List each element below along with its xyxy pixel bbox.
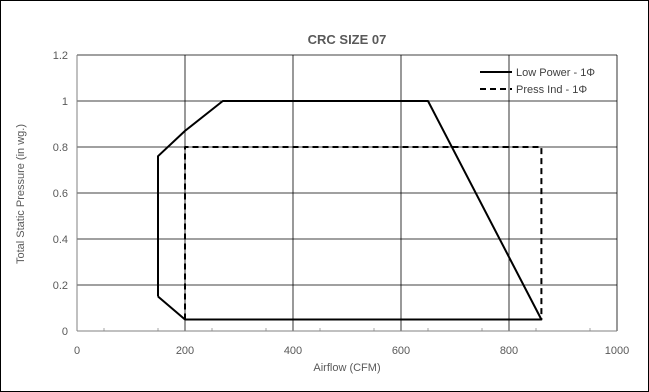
y-tick-label: 0.6 [53, 188, 68, 200]
y-tick-label: 0.2 [53, 280, 68, 292]
plot-area: 0 200 400 600 800 1000 0 0.2 0.4 0.6 0.8 1 1.2 [53, 50, 630, 357]
y-tick-label: 1.2 [53, 50, 68, 62]
y-tick-label: 1 [62, 96, 68, 108]
legend: Low Power - 1Φ Press Ind - 1Φ [480, 67, 595, 96]
x-tick-label: 0 [74, 345, 80, 357]
y-tick-label: 0 [62, 326, 68, 338]
series-line-2 [184, 146, 543, 321]
x-tick-label: 1000 [605, 345, 629, 357]
legend-label: Press Ind - 1Φ [516, 84, 587, 96]
y-axis-title: Total Static Pressure (in wg.) [15, 124, 27, 264]
x-axis-title: Airflow (CFM) [313, 362, 380, 374]
x-tick-label: 800 [500, 345, 518, 357]
legend-label: Low Power - 1Φ [516, 67, 595, 79]
x-tick-label: 400 [284, 345, 302, 357]
series-line-1 [157, 100, 543, 320]
x-tick-label: 600 [392, 345, 410, 357]
chart-title: CRC SIZE 07 [308, 32, 387, 47]
series-line-1-bottom-segment [157, 295, 542, 321]
x-tick-label: 200 [176, 345, 194, 357]
y-tick-label: 0.4 [53, 234, 68, 246]
y-tick-label: 0.8 [53, 142, 68, 154]
